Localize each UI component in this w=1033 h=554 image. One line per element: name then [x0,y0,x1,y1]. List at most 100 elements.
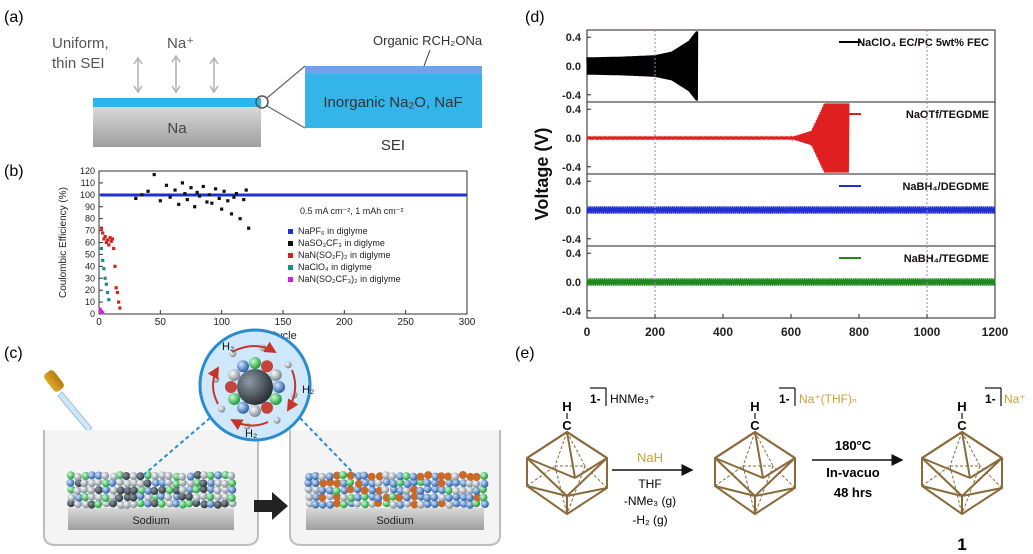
y-tick-label: 70 [85,226,95,236]
zoom-line-bottom [267,106,305,128]
data-point [100,247,103,250]
particle [137,499,145,507]
cage-hidden-edge [962,466,980,514]
particle [459,471,467,479]
legend-marker [288,277,293,282]
particle [207,472,215,480]
legend-label: NaClO₄ EC/PC 5wt% FEC [857,37,989,49]
molecule-atom [249,405,261,417]
sodium-label-right: Sodium [376,515,413,527]
cage-hidden-edge [715,466,743,486]
particle [431,500,439,508]
x-tick-label: 250 [397,317,414,328]
y-tick-label: -0.4 [562,90,582,102]
particle [151,499,159,507]
y-axis-label: Voltage (V) [532,128,552,221]
particle [172,500,180,508]
particle [389,501,397,509]
na-block-label: Na [167,120,187,137]
particle-layer-left [66,471,236,509]
particle [437,479,445,487]
particle [312,501,320,509]
y-tick-label: 0.0 [566,61,581,73]
particle [459,487,467,495]
particle [451,473,459,481]
inorganic-label: Inorganic Na₂O, NaF [323,94,462,111]
h2-label-bottom: H₂ [245,428,257,440]
particle [102,494,110,502]
data-point [223,190,226,193]
particle [346,478,354,486]
panel-label-e: (e) [515,345,535,362]
panel-b-chart: 0 50 100 150 200 250 3000102030405060708090100… [58,166,476,342]
particle [213,486,221,494]
particle [368,473,376,481]
particle [130,486,138,494]
data-point [112,247,115,250]
data-point [205,200,208,203]
counterion-product: Na⁺ [1004,392,1026,406]
particle [122,472,130,480]
panel-d-chart: 0.4 0.0 -0.4 NaClO₄ EC/PC 5wt% FEC 0.4 0.0 -0.… [532,30,1009,339]
y-tick-label: 0.4 [566,248,582,260]
x-tick-label: 800 [849,325,869,339]
legend-label: NaBH₄/DEGDME [902,181,989,193]
particle [395,494,403,502]
cage-hidden-edge [567,466,585,514]
x-tick-label: 300 [459,317,476,328]
particle [473,473,481,481]
particle [416,487,424,495]
data-point [107,298,110,301]
particle [397,501,405,509]
panel-label-a: (a) [4,9,24,26]
particle [479,494,487,502]
y-tick-label: 20 [85,285,95,295]
x-tick-label: 200 [336,317,353,328]
legend-marker [288,253,293,258]
y-tick-label: 0.4 [566,32,582,44]
thin-sei-label: thin SEI [52,55,105,72]
cage-hidden-edge [743,432,755,466]
particle [339,471,347,479]
panel-label-b: (b) [4,163,24,180]
panel-e: H C 1- HNMe₃⁺ NaH THF -NMe₃ (g) -H₂ (g) … [527,388,1026,554]
particle [424,471,432,479]
data-point [100,227,103,230]
particle [165,472,173,480]
particle [423,494,431,502]
data-point [202,185,205,188]
h-label-reactant: H [562,399,571,414]
sei-film [93,98,261,107]
particle [360,472,368,480]
particle [87,486,95,494]
carborane-cage-product [922,432,1002,514]
legend-marker [288,241,293,246]
x-tick-label: 0 [584,325,591,339]
particle [101,472,109,480]
c-label-reactant: C [562,418,572,433]
particle [199,479,207,487]
particle [199,492,207,500]
particle [158,500,166,508]
data-point [134,197,137,200]
sodium-label-left: Sodium [132,515,169,527]
y-tick-label: 110 [81,178,95,188]
particle [354,493,362,501]
panel-c: Sodium Sodium H₂ H₂ H₂ [42,330,500,545]
particle [116,478,124,486]
particle [150,487,158,495]
particle [361,500,369,508]
x-tick-label: 1000 [914,325,941,339]
data-point [238,217,241,220]
na-ion-arrows [134,56,218,92]
particle [66,479,74,487]
h-label-product: H [957,399,966,414]
data-point [104,235,107,238]
legend-label: NaOTf/TEGDME [906,109,989,121]
molecule-atom [273,381,285,393]
cage-edge [763,458,795,478]
particle [193,494,201,502]
particle [68,494,76,502]
particle [333,487,341,495]
particle [74,473,82,481]
